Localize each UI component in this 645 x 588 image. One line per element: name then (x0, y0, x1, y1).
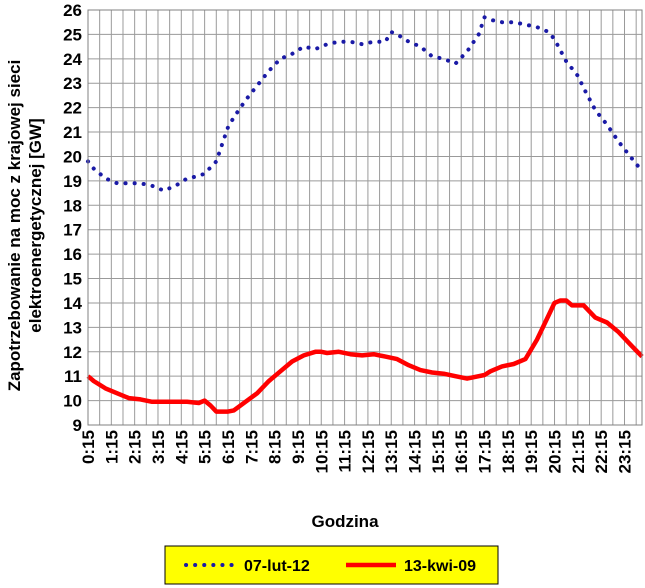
x-tick-label: 6:15 (219, 430, 238, 464)
y-tick-label: 14 (63, 294, 82, 313)
legend-label-07-lut-12: 07-lut-12 (244, 558, 310, 575)
x-axis-title: Godzina (311, 512, 379, 531)
x-tick-label: 13:15 (382, 430, 401, 473)
y-tick-label: 20 (63, 147, 82, 166)
y-tick-label: 19 (63, 172, 82, 191)
y-tick-label: 10 (63, 392, 82, 411)
y-tick-label: 26 (63, 1, 82, 20)
x-tick-label: 4:15 (172, 430, 191, 464)
y-tick-labels: 9 10 11 12 13 14 15 16 17 18 19 20 21 22 23 24 25 26 (63, 1, 82, 435)
y-tick-label: 23 (63, 74, 82, 93)
y-tick-label: 12 (63, 343, 82, 362)
x-tick-label: 19:15 (522, 430, 541, 473)
x-tick-label: 1:15 (102, 430, 121, 464)
x-tick-label: 3:15 (149, 430, 168, 464)
x-tick-label: 12:15 (359, 430, 378, 473)
x-tick-label: 11:15 (336, 430, 355, 473)
y-tick-label: 15 (63, 270, 82, 289)
y-tick-label: 17 (63, 221, 82, 240)
x-tick-label: 23:15 (616, 430, 635, 473)
y-tick-label: 11 (64, 367, 82, 386)
y-tick-label: 16 (63, 245, 82, 264)
x-tick-label: 20:15 (546, 430, 565, 473)
y-tick-label: 9 (73, 416, 82, 435)
legend-label-13-kwi-09: 13-kwi-09 (404, 558, 476, 575)
x-tick-label: 2:15 (126, 430, 145, 464)
series-layer (86, 14, 644, 414)
x-tick-label: 10:15 (312, 430, 331, 473)
x-tick-label: 8:15 (266, 430, 285, 464)
y-tick-label: 13 (63, 318, 82, 337)
x-tick-label: 16:15 (452, 430, 471, 473)
x-tick-label: 14:15 (406, 430, 425, 473)
x-tick-label: 9:15 (289, 430, 308, 464)
y-tick-label: 21 (63, 123, 82, 142)
y-tick-label: 25 (63, 25, 82, 44)
x-tick-labels: 0:15 1:15 2:15 3:15 4:15 5:15 6:15 7:15 8:15 9:15… (79, 430, 635, 473)
y-axis-title-line-2: elektroenergetycznej [GW] (26, 118, 45, 332)
x-tick-label: 21:15 (569, 430, 588, 473)
plot-background (88, 10, 642, 425)
plot-frame (87, 9, 643, 426)
series-line-07-lut-12 (86, 14, 644, 193)
y-tick-label: 18 (63, 196, 82, 215)
x-tick-label: 15:15 (429, 430, 448, 473)
series-line-13-kwi-09 (86, 298, 644, 414)
y-axis-title-line-1: Zapotrzebowanie na moc z krajowej sieci (5, 60, 24, 392)
x-tick-label: 18:15 (499, 430, 518, 473)
legend: 07-lut-12 13-kwi-09 (164, 545, 499, 585)
x-tick-label: 7:15 (242, 430, 261, 464)
x-tick-label: 17:15 (476, 430, 495, 473)
x-tick-label: 5:15 (196, 430, 215, 464)
y-tick-label: 22 (63, 99, 82, 118)
x-tick-label: 0:15 (79, 430, 98, 464)
y-tick-label: 24 (63, 50, 82, 69)
x-tick-label: 22:15 (592, 430, 611, 473)
